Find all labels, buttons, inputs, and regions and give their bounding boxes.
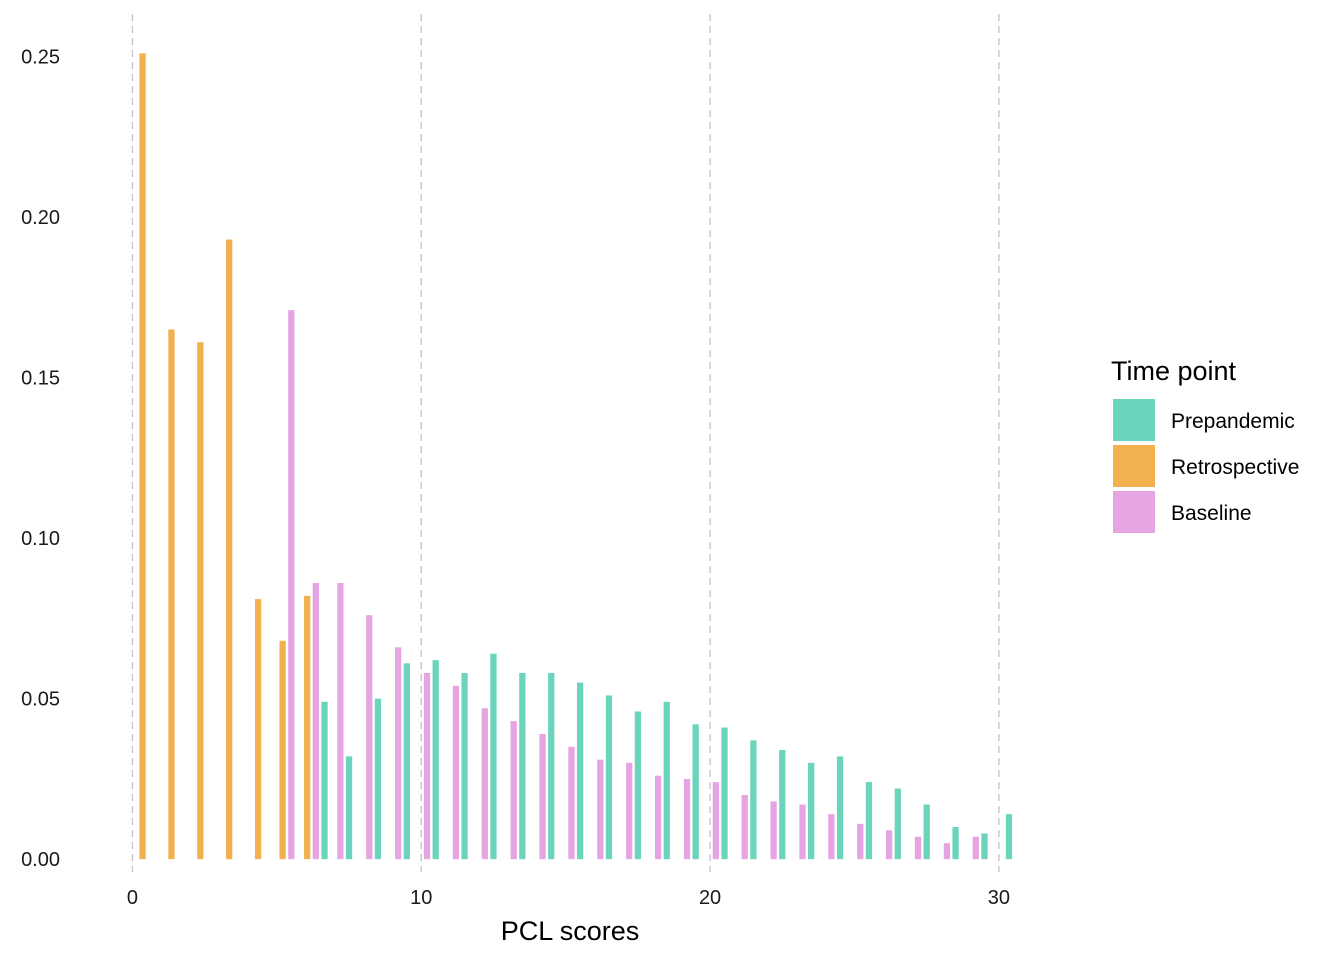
bar-baseline: [972, 836, 979, 860]
bar-baseline: [452, 685, 460, 860]
x-axis-title: PCL scores: [501, 916, 640, 946]
bar-baseline: [857, 823, 864, 860]
bar-prepandemic: [432, 660, 439, 860]
y-tick-label: 0.25: [21, 47, 60, 69]
bars: [139, 53, 1013, 860]
bar-baseline: [626, 762, 633, 860]
bar-baseline: [366, 615, 373, 860]
bar-prepandemic: [865, 782, 873, 860]
x-tick-label: 10: [410, 887, 432, 909]
bar-prepandemic: [923, 804, 930, 860]
bar-prepandemic: [576, 682, 584, 860]
bar-baseline: [597, 759, 604, 860]
x-tick-label: 0: [127, 887, 138, 909]
grid-lines: [131, 14, 1000, 872]
bar-baseline: [481, 708, 488, 860]
x-tick-label: 30: [988, 887, 1010, 909]
bar-prepandemic: [519, 672, 526, 860]
bar-prepandemic: [548, 672, 555, 860]
bar-baseline: [799, 804, 806, 860]
bar-retrospective: [226, 239, 233, 860]
bar-prepandemic: [490, 653, 497, 860]
legend-swatch-retrospective: [1111, 443, 1157, 489]
bar-baseline: [337, 583, 344, 860]
bar-retrospective: [139, 53, 146, 860]
legend-label-prepandemic: Prepandemic: [1171, 410, 1295, 433]
bar-prepandemic: [750, 740, 757, 860]
bar-prepandemic: [345, 756, 353, 860]
y-tick-label: 0.00: [21, 849, 60, 871]
bar-baseline: [395, 647, 402, 860]
bar-prepandemic: [836, 756, 844, 860]
bar-prepandemic: [634, 711, 642, 860]
bar-baseline: [568, 746, 575, 860]
bar-prepandemic: [374, 698, 382, 860]
bar-retrospective: [279, 640, 286, 860]
bar-prepandemic: [779, 750, 786, 860]
bar-prepandemic: [721, 727, 728, 860]
bar-retrospective: [197, 342, 204, 860]
y-axis-ticks: 0.00 0.05 0.10 0.15 0.20 0.25: [21, 47, 60, 872]
bar-baseline: [712, 782, 719, 860]
y-tick-label: 0.05: [21, 689, 60, 711]
bar-prepandemic: [952, 827, 959, 860]
bar-baseline: [943, 843, 951, 860]
legend-label-retrospective: Retrospective: [1171, 456, 1299, 479]
legend-entries: Prepandemic Retrospective Baseline: [1111, 397, 1299, 535]
bar-prepandemic: [605, 695, 613, 860]
x-tick-label: 20: [699, 887, 721, 909]
bar-prepandemic: [1005, 814, 1013, 860]
bar-baseline: [312, 583, 319, 860]
y-tick-label: 0.15: [21, 368, 60, 390]
x-axis-ticks: 0 10 20 30: [127, 887, 1010, 909]
legend: Time point Prepandemic Retrospective Basel…: [1111, 356, 1299, 535]
legend-label-baseline: Baseline: [1171, 502, 1252, 525]
y-tick-label: 0.10: [21, 528, 60, 550]
bar-baseline: [654, 775, 662, 860]
legend-title: Time point: [1111, 356, 1237, 386]
bar-baseline: [828, 814, 835, 860]
bar-baseline: [914, 836, 922, 860]
bar-retrospective: [254, 599, 262, 860]
bar-prepandemic: [663, 701, 670, 860]
bar-baseline: [886, 830, 893, 860]
bar-prepandemic: [403, 663, 410, 860]
bar-retrospective: [168, 329, 175, 860]
bar-prepandemic: [692, 724, 699, 860]
bar-baseline: [770, 801, 777, 860]
legend-swatch-prepandemic: [1111, 397, 1157, 443]
legend-swatch-baseline: [1111, 489, 1157, 535]
bar-baseline: [539, 733, 546, 860]
bar-retrospective: [304, 595, 311, 860]
bar-prepandemic: [321, 701, 328, 860]
bar-baseline: [683, 778, 691, 860]
bar-baseline: [288, 310, 295, 860]
bar-prepandemic: [981, 833, 988, 860]
y-tick-label: 0.20: [21, 207, 60, 229]
bar-baseline: [423, 672, 431, 860]
bar-baseline: [741, 794, 748, 860]
bar-baseline: [510, 721, 517, 860]
bar-prepandemic: [894, 788, 901, 860]
bar-prepandemic: [808, 762, 815, 860]
bar-prepandemic: [461, 672, 468, 860]
